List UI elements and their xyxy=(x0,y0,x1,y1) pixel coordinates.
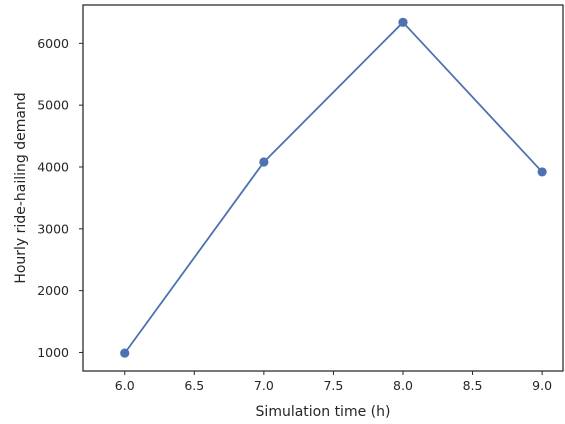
x-tick-label: 8.5 xyxy=(463,378,483,393)
y-axis-title: Hourly ride-hailing demand xyxy=(13,92,29,283)
y-tick-label: 5000 xyxy=(37,98,69,113)
y-tick-label: 6000 xyxy=(37,36,69,51)
x-tick-label: 8.0 xyxy=(393,378,413,393)
x-axis-title: Simulation time (h) xyxy=(256,404,391,420)
y-tick-label: 3000 xyxy=(37,221,69,236)
x-tick-label: 7.5 xyxy=(323,378,343,393)
data-point xyxy=(259,157,269,167)
y-tick-label: 4000 xyxy=(37,159,69,174)
y-axis: 1000 2000 3000 4000 5000 6000 xyxy=(37,36,83,360)
x-tick-label: 7.0 xyxy=(254,378,274,393)
data-point xyxy=(120,348,130,358)
plot-frame xyxy=(82,4,564,372)
data-point xyxy=(537,167,547,177)
series-group xyxy=(120,17,547,358)
data-point xyxy=(398,17,408,27)
x-tick-label: 6.0 xyxy=(115,378,135,393)
series-line xyxy=(124,21,543,354)
x-tick-label: 6.5 xyxy=(184,378,204,393)
y-tick-label: 1000 xyxy=(37,345,69,360)
x-tick-label: 9.0 xyxy=(532,378,552,393)
y-tick-label: 2000 xyxy=(37,283,69,298)
x-axis: 6.0 6.5 7.0 7.5 8.0 8.5 9.0 xyxy=(115,371,552,393)
